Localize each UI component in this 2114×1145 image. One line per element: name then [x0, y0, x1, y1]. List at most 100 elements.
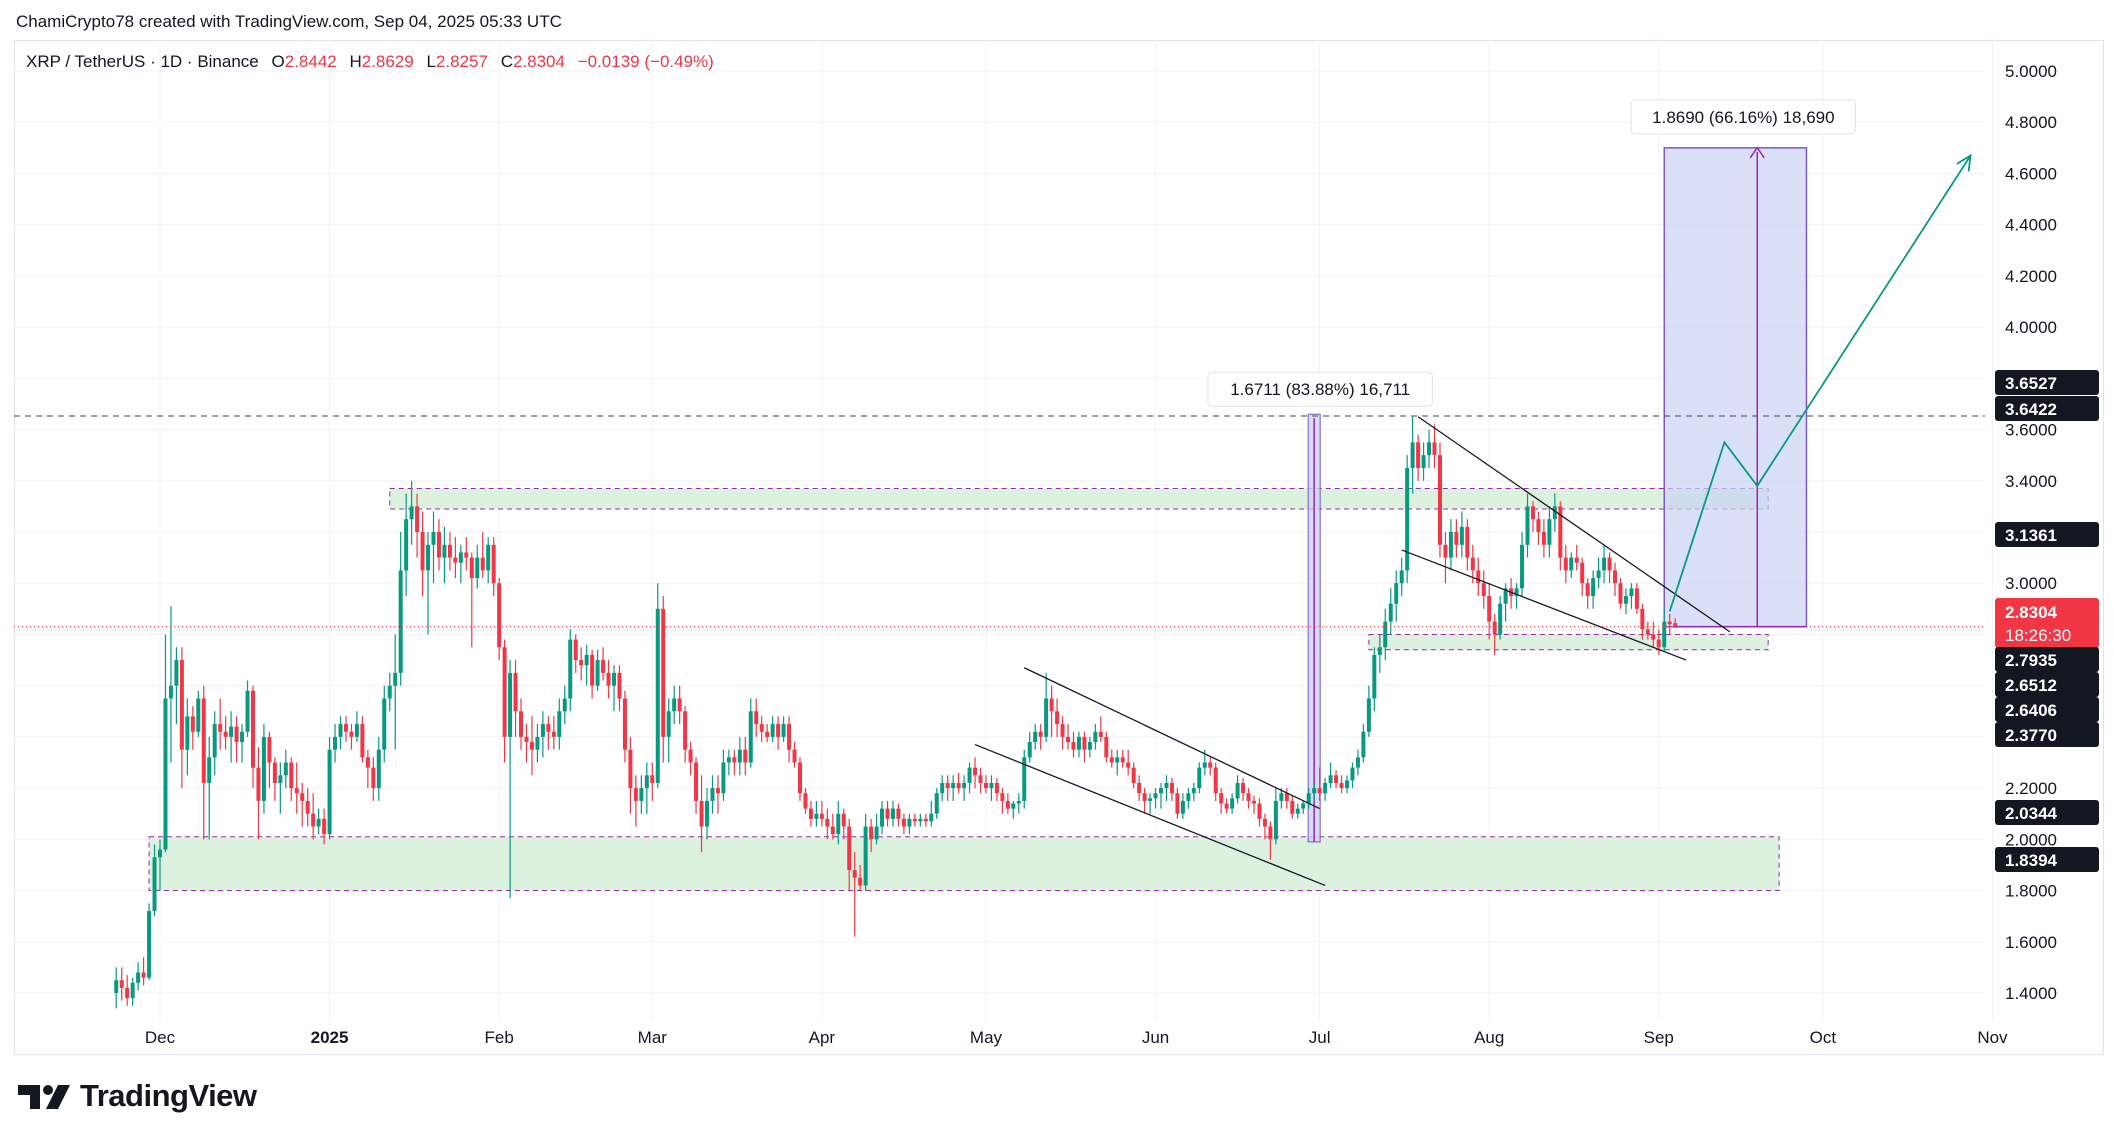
price-tag	[1995, 647, 2099, 672]
candle-body	[1520, 544, 1525, 589]
candle-body	[715, 788, 720, 794]
candle-body	[1180, 800, 1185, 814]
projection-layer	[1307, 146, 1808, 843]
candle-body	[781, 724, 786, 737]
candle-body	[1541, 532, 1546, 545]
candle-body	[1432, 442, 1437, 456]
candle-body	[683, 711, 688, 750]
candle-body	[1142, 793, 1147, 801]
candle-body	[1066, 736, 1071, 743]
candle-body	[141, 972, 146, 978]
legend-open: 2.8442	[284, 52, 337, 71]
projection-label-box	[1630, 99, 1857, 135]
candle-body	[1366, 698, 1371, 732]
candle-body	[1016, 800, 1021, 804]
price-tag	[1995, 396, 2099, 421]
candle-body	[710, 788, 715, 801]
candle-body	[639, 788, 644, 801]
candle-body	[1055, 711, 1060, 725]
candle-body	[1169, 782, 1174, 794]
price-tag	[1995, 370, 2099, 395]
x-tick-label: Nov	[1977, 1028, 2008, 1047]
candle-body	[907, 818, 912, 827]
candle-body	[371, 767, 376, 789]
legend-symbol[interactable]: XRP / TetherUS · 1D · Binance	[26, 52, 259, 71]
candle-body	[1060, 724, 1065, 737]
candle-body	[628, 749, 633, 789]
y-tick-label: 3.6000	[2005, 421, 2057, 440]
candle-body	[1230, 798, 1235, 809]
candles-layer	[114, 416, 1678, 1009]
candle-body	[278, 775, 283, 783]
candle-body	[1290, 800, 1295, 814]
price-tag-value: 2.6512	[2005, 676, 2057, 695]
price-tag-value: 1.8394	[2005, 851, 2058, 870]
candle-body	[1284, 793, 1289, 801]
zones-layer	[148, 487, 1780, 892]
candle-body	[376, 749, 381, 789]
candle-body	[1164, 782, 1169, 789]
candle-body	[305, 800, 310, 814]
candle-body	[409, 506, 414, 520]
y-tick-label: 5.0000	[2005, 62, 2057, 81]
candle-body	[196, 698, 201, 732]
candle-body	[1514, 588, 1519, 597]
candle-body	[1651, 634, 1656, 640]
candle-body	[338, 724, 343, 737]
time-axis[interactable]: Dec 2025 Feb Mar Apr May Jun Jul Aug Sep Oct Nov	[145, 1028, 2008, 1047]
candle-body	[1011, 803, 1016, 809]
candle-body	[1640, 608, 1645, 630]
candle-body	[1481, 583, 1486, 597]
x-tick-label: Aug	[1474, 1028, 1504, 1047]
candle-body	[956, 782, 961, 789]
candle-body	[1487, 596, 1492, 622]
candle-body	[1530, 506, 1535, 520]
candle-body	[212, 724, 217, 758]
x-tick-label: Apr	[809, 1028, 836, 1047]
candle-body	[354, 724, 359, 737]
candle-body	[513, 672, 518, 712]
x-tick-label: May	[970, 1028, 1003, 1047]
candle-body	[420, 532, 425, 571]
candle-body	[797, 762, 802, 794]
tradingview-logo[interactable]: TradingView	[16, 1078, 257, 1114]
candle-body	[1405, 467, 1410, 571]
candle-body	[595, 660, 600, 686]
chart-frame	[14, 40, 2104, 1055]
candle-body	[1629, 588, 1634, 597]
candle-body	[179, 660, 184, 750]
candle-body	[1645, 629, 1650, 635]
x-tick-label: Mar	[638, 1028, 668, 1047]
candle-body	[130, 982, 135, 999]
candle-body	[923, 818, 928, 822]
price-tag-value: 3.1361	[2005, 526, 2057, 545]
candle-body	[754, 711, 759, 725]
candle-body	[1323, 782, 1328, 794]
y-tick-label: 4.8000	[2005, 113, 2057, 132]
candle-body	[1273, 800, 1278, 840]
candle-body	[1667, 621, 1672, 625]
candle-body	[584, 654, 589, 666]
candle-body	[880, 808, 885, 827]
candle-body	[1306, 793, 1311, 804]
candle-body	[1355, 757, 1360, 768]
candle-body	[694, 762, 699, 801]
candle-body	[1470, 557, 1475, 571]
candle-body	[458, 552, 463, 563]
candle-body	[404, 519, 409, 571]
candle-body	[672, 698, 677, 712]
candle-body	[223, 731, 228, 737]
candle-body	[1662, 621, 1667, 648]
candle-body	[201, 698, 206, 783]
candle-body	[666, 711, 671, 737]
candle-body	[1591, 578, 1596, 597]
candle-body	[1421, 455, 1426, 468]
candle-body	[261, 736, 266, 801]
candle-body	[1361, 731, 1366, 758]
current-price-value: 2.8304	[2005, 603, 2058, 622]
y-tick-label: 2.0000	[2005, 830, 2057, 849]
candle-body	[1525, 506, 1530, 545]
candle-body	[989, 782, 994, 789]
candle-body	[486, 544, 491, 571]
